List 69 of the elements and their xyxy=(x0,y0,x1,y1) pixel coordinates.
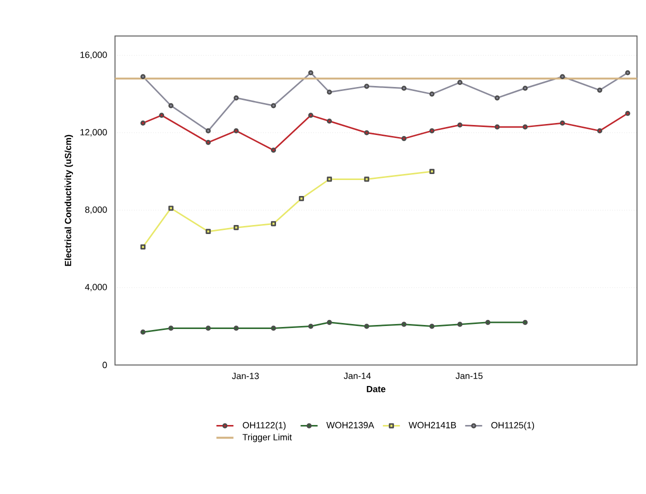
point xyxy=(494,124,500,130)
point xyxy=(522,86,528,91)
point xyxy=(234,326,239,331)
point xyxy=(308,324,314,329)
point xyxy=(270,326,276,331)
point xyxy=(326,320,332,325)
point xyxy=(234,95,239,100)
point xyxy=(625,110,630,116)
point xyxy=(364,176,370,182)
point xyxy=(168,206,174,211)
y-tick-label: 0 xyxy=(102,362,107,368)
x-tick-label: Jan-14 xyxy=(344,372,371,380)
point xyxy=(308,70,314,76)
point xyxy=(140,74,146,80)
point xyxy=(560,120,565,126)
x-axis-title: Date xyxy=(366,386,386,392)
y-tick-label: 16,000 xyxy=(80,52,107,60)
point xyxy=(206,228,211,234)
point xyxy=(597,128,602,134)
x-tick-label: Jan-15 xyxy=(456,372,483,380)
y-tick-label: 4,000 xyxy=(85,284,107,292)
point xyxy=(485,320,490,325)
point xyxy=(234,225,239,230)
legend-label: OH1122(1) xyxy=(242,422,286,430)
point xyxy=(429,168,434,174)
point xyxy=(326,90,332,95)
point xyxy=(364,130,370,136)
point xyxy=(457,322,462,327)
point xyxy=(140,120,146,126)
point xyxy=(625,70,630,76)
point xyxy=(308,112,314,118)
point xyxy=(234,128,239,134)
x-tick-label: Jan-13 xyxy=(232,372,259,380)
point xyxy=(457,80,462,85)
legend-label: WOH2141B xyxy=(408,422,456,428)
point xyxy=(522,320,528,325)
point xyxy=(401,322,407,327)
legend-label: WOH2139A xyxy=(326,422,374,428)
point xyxy=(429,128,434,134)
point xyxy=(159,112,164,118)
point xyxy=(597,88,602,93)
point xyxy=(206,140,211,145)
legend-label: Trigger Limit xyxy=(242,434,292,442)
point xyxy=(298,196,304,202)
point xyxy=(206,128,211,134)
point xyxy=(494,95,500,100)
point xyxy=(364,324,370,329)
point xyxy=(206,326,211,331)
point xyxy=(429,92,434,97)
point xyxy=(270,221,276,226)
point xyxy=(270,103,276,108)
point xyxy=(140,330,146,335)
y-axis-title: Electrical Conductivity (uS/cm) xyxy=(64,134,73,266)
y-tick-label: 8,000 xyxy=(85,206,107,214)
point xyxy=(401,86,407,91)
point xyxy=(364,84,370,89)
point xyxy=(270,148,276,153)
point xyxy=(326,118,332,124)
point xyxy=(168,103,174,108)
point xyxy=(522,124,528,130)
y-tick-label: 12,000 xyxy=(80,129,107,136)
legend-label: OH1125(1) xyxy=(491,422,534,430)
point xyxy=(429,324,434,329)
point xyxy=(326,176,332,182)
point xyxy=(560,74,565,80)
point xyxy=(457,122,462,128)
point xyxy=(168,326,174,331)
point xyxy=(401,136,407,142)
point xyxy=(140,244,146,250)
